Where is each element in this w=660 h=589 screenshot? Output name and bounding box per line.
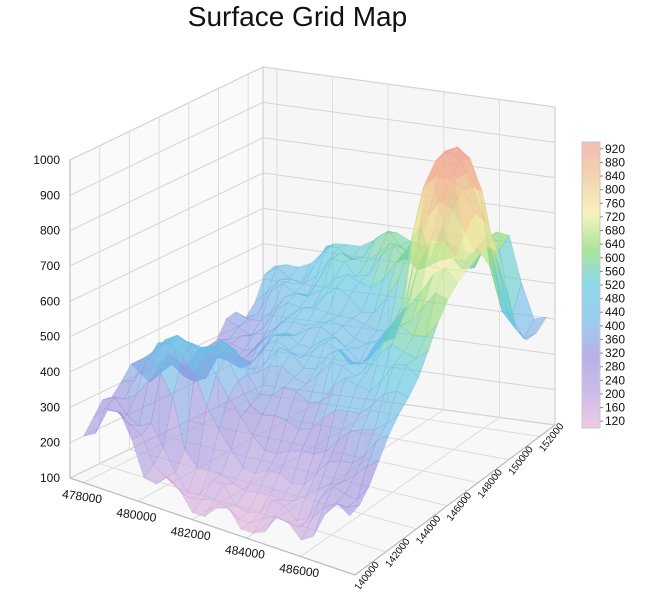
colorbar-tick-label: 760	[605, 196, 625, 210]
colorbar-tick-label: 800	[605, 183, 625, 197]
colorbar-bar	[581, 141, 601, 429]
z-tick-label: 800	[40, 224, 60, 238]
surface-cell	[337, 503, 361, 517]
y-axis-line	[354, 424, 556, 576]
x-tick-label: 484000	[224, 542, 266, 561]
x-tick-label: 480000	[116, 505, 158, 524]
z-tick-label: 700	[40, 259, 60, 273]
z-tick-label: 500	[40, 330, 60, 344]
z-tick-label: 100	[40, 471, 60, 485]
z-tick-label: 400	[40, 365, 60, 379]
z-grid-line	[69, 66, 556, 161]
colorbar-tick-label: 880	[605, 155, 625, 169]
colorbar-tick-label: 360	[605, 332, 625, 346]
colorbar-tick-label: 200	[605, 387, 625, 401]
tick-labels: 100 200 300 400 500 600 700 800 900 1000 478000 480…	[33, 153, 566, 589]
colorbar-tick-label: 680	[605, 224, 625, 238]
surface-mesh	[82, 146, 547, 541]
colorbar-tick-label: 560	[605, 264, 625, 278]
axis-lines	[69, 160, 556, 576]
colorbar-tick-label: 240	[605, 373, 625, 387]
z-tick-label: 300	[40, 400, 60, 414]
x-tick-label: 478000	[61, 487, 103, 506]
z-tick-label: 900	[40, 188, 60, 202]
x-grid-line	[300, 99, 500, 557]
colorbar-tick-label: 320	[605, 346, 625, 360]
chart-title: Surface Grid Map	[187, 1, 408, 32]
colorbar-tick-label: 400	[605, 319, 625, 333]
z-tick-label: 1000	[33, 153, 60, 167]
z-tick-label: 200	[40, 436, 60, 450]
z-grid-line	[69, 101, 556, 196]
colorbar-tick-label: 600	[605, 251, 625, 265]
colorbar-tick-label: 920	[605, 142, 625, 156]
colorbar: 9208808408007607206806406005605204804404…	[581, 141, 625, 429]
colorbar-tick-label: 280	[605, 360, 625, 374]
colorbar-tick-label: 720	[605, 210, 625, 224]
colorbar-tick-label: 640	[605, 237, 625, 251]
x-tick-label: 486000	[278, 561, 320, 580]
colorbar-tick-label: 440	[605, 305, 625, 319]
colorbar-tick-label: 160	[605, 401, 625, 415]
colorbar-tick-label: 120	[605, 414, 625, 428]
z-tick-label: 600	[40, 294, 60, 308]
x-tick-label: 482000	[170, 524, 212, 543]
colorbar-tick-label: 480	[605, 292, 625, 306]
colorbar-tick-label: 520	[605, 278, 625, 292]
colorbar-tick-label: 840	[605, 169, 625, 183]
x-axis-line	[69, 477, 356, 576]
